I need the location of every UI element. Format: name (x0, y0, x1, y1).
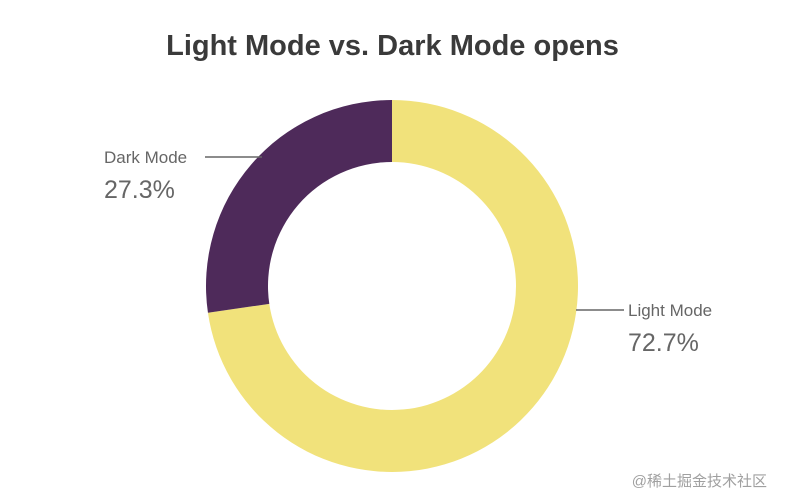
dark-mode-label: Dark Mode (104, 148, 187, 167)
dark-mode-percent: 27.3% (104, 176, 175, 204)
dark-mode-label-group: Dark Mode 27.3% (104, 148, 262, 204)
light-mode-percent: 72.7% (628, 329, 699, 357)
donut-slices (206, 100, 579, 472)
watermark: @稀土掘金技术社区 (631, 473, 767, 490)
light-mode-label-group: Light Mode 72.7% (576, 301, 712, 357)
slice-light-mode (207, 100, 579, 472)
light-mode-label: Light Mode (628, 301, 712, 320)
slice-dark-mode (206, 100, 392, 313)
chart-title: Light Mode vs. Dark Mode opens (166, 30, 619, 62)
